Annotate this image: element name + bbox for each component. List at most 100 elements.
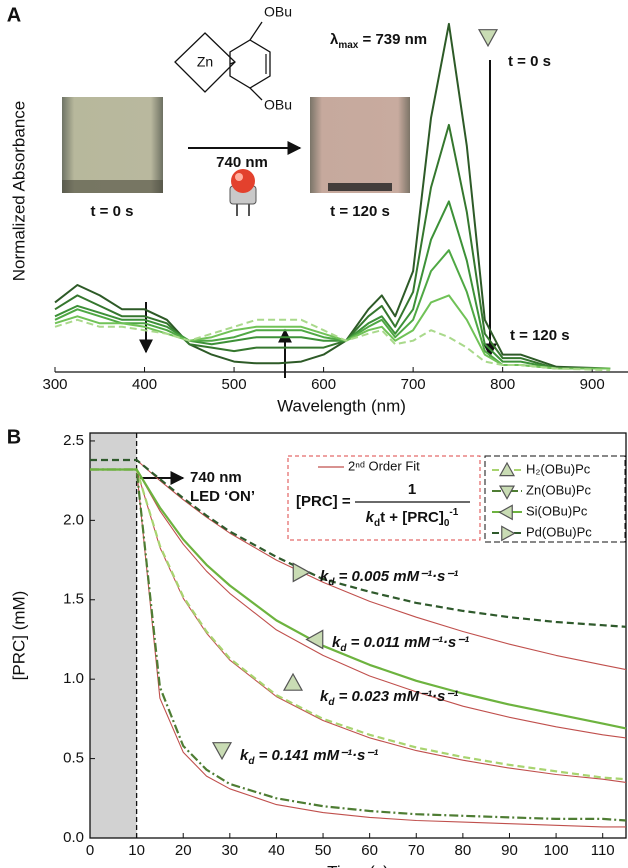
bond	[249, 87, 263, 101]
substituent-label: OBu	[264, 97, 292, 113]
photo-after-label: t = 120 s	[330, 203, 390, 220]
text-part: = 739 nm	[358, 31, 427, 48]
text-part: k	[366, 509, 375, 526]
y-tick-label: 1.5	[63, 591, 84, 608]
text-part: d	[328, 577, 335, 588]
y-tick-label: 2.5	[63, 432, 84, 449]
x-axis-title: Time (s)	[327, 862, 389, 868]
bond	[249, 21, 263, 41]
text-part: d	[374, 518, 380, 529]
text-part: k	[320, 688, 329, 705]
text-part: d	[248, 756, 255, 767]
y-axis-title: [PRC] (mM)	[9, 591, 28, 681]
plot-frame	[89, 432, 627, 839]
text-part: = 0.023 mM⁻¹·s⁻¹	[334, 688, 458, 705]
x-tick-label: 700	[401, 376, 426, 393]
series-line	[54, 200, 611, 370]
zn-diamond	[174, 32, 236, 93]
rate-label: kd = 0.023 mM⁻¹·s⁻¹	[320, 688, 458, 708]
photo-shadow	[328, 183, 392, 191]
x-tick-label: 70	[408, 842, 425, 859]
x-tick-label: 40	[268, 842, 285, 859]
y-tick-label: 1.0	[63, 670, 84, 687]
series-line	[136, 469, 626, 828]
x-tick-label: 600	[311, 376, 336, 393]
lambda-max-label: λmax = 739 nm	[330, 31, 427, 51]
led-off-region	[90, 433, 137, 838]
x-tick-label: 80	[455, 842, 472, 859]
rate-marker	[282, 672, 304, 691]
series-line	[54, 249, 611, 370]
legend-marker	[498, 485, 516, 500]
x-tick-label: 30	[221, 842, 238, 859]
text-part: k	[240, 747, 249, 764]
x-tick-label: 110	[591, 842, 615, 859]
formula-denominator: kdt + [PRC]0-1	[366, 507, 459, 529]
x-tick-label: 90	[501, 842, 518, 859]
x-tick-label: 10	[128, 842, 145, 859]
series-line	[136, 469, 627, 739]
fit-legend-label: 2ⁿᵈ Order Fit	[348, 458, 420, 473]
text-part: = 0.011 mM⁻¹·s⁻¹	[346, 634, 469, 651]
photo-before-label: t = 0 s	[91, 203, 134, 220]
y-tick-label: 0.0	[63, 829, 84, 846]
x-tick-label: 300	[42, 376, 67, 393]
text-part: = 0.005 mM⁻¹·s⁻¹	[334, 568, 458, 585]
series-line	[54, 22, 611, 370]
y-tick-label: 2.0	[63, 511, 84, 528]
series-line	[54, 318, 611, 372]
text-part: [PRC] =	[296, 493, 351, 510]
substituent-label: OBu	[264, 4, 292, 20]
legend-label: Zn(OBu)Pc	[526, 482, 592, 497]
x-tick-label: 100	[544, 842, 569, 859]
rate-label: kd = 0.141 mM⁻¹·s⁻¹	[240, 747, 378, 767]
excitation-label: 740 nm	[216, 154, 268, 171]
photo-shadow	[62, 180, 163, 193]
led-icon	[229, 169, 257, 216]
rate-label: kd = 0.005 mM⁻¹·s⁻¹	[320, 568, 458, 588]
series-line	[90, 468, 627, 781]
text-part: d	[340, 643, 347, 654]
text-part: k	[320, 568, 329, 585]
legend-label: Pd(OBu)Pc	[526, 524, 592, 539]
formula-lhs: [PRC] =	[296, 493, 351, 510]
led-label: LED ‘ON’	[190, 488, 255, 505]
text-part: d	[328, 697, 335, 708]
text-part: max	[338, 40, 358, 51]
led-label: 740 nm	[190, 469, 242, 486]
legend-marker	[498, 504, 513, 521]
text-part: t + [PRC]	[380, 509, 444, 526]
formula-numerator: 1	[408, 481, 416, 498]
series-line	[136, 459, 627, 671]
panel-label: B	[7, 426, 21, 448]
x-tick-label: 0	[86, 842, 94, 859]
x-axis-title: Wavelength (nm)	[277, 396, 406, 415]
y-tick-label: 0.5	[63, 750, 84, 767]
rate-marker	[292, 562, 311, 583]
photo-after	[310, 97, 410, 193]
text-part: 1	[408, 481, 416, 498]
rate-marker	[305, 629, 324, 650]
rate-label: kd = 0.011 mM⁻¹·s⁻¹	[332, 634, 469, 654]
x-tick-label: 500	[222, 376, 247, 393]
x-tick-label: 400	[132, 376, 157, 393]
bond	[229, 61, 236, 65]
photo-before	[62, 97, 163, 193]
start-label: t = 0 s	[508, 53, 551, 70]
legend-label: Si(OBu)Pc	[526, 503, 588, 518]
x-tick-label: 800	[490, 376, 515, 393]
peak-marker	[477, 29, 499, 48]
text-part: = 0.141 mM⁻¹·s⁻¹	[254, 747, 378, 764]
series-line	[90, 458, 627, 628]
legend-marker	[498, 461, 516, 477]
text-part: k	[332, 634, 341, 651]
text-part: -1	[449, 507, 458, 518]
text-part: λ	[330, 31, 339, 48]
series-line	[90, 468, 627, 822]
series-line	[54, 294, 611, 370]
benzene-ring	[229, 39, 271, 89]
y-axis-title: Normalized Absorbance	[9, 101, 28, 281]
fit-box	[287, 455, 481, 541]
end-label: t = 120 s	[510, 327, 570, 344]
